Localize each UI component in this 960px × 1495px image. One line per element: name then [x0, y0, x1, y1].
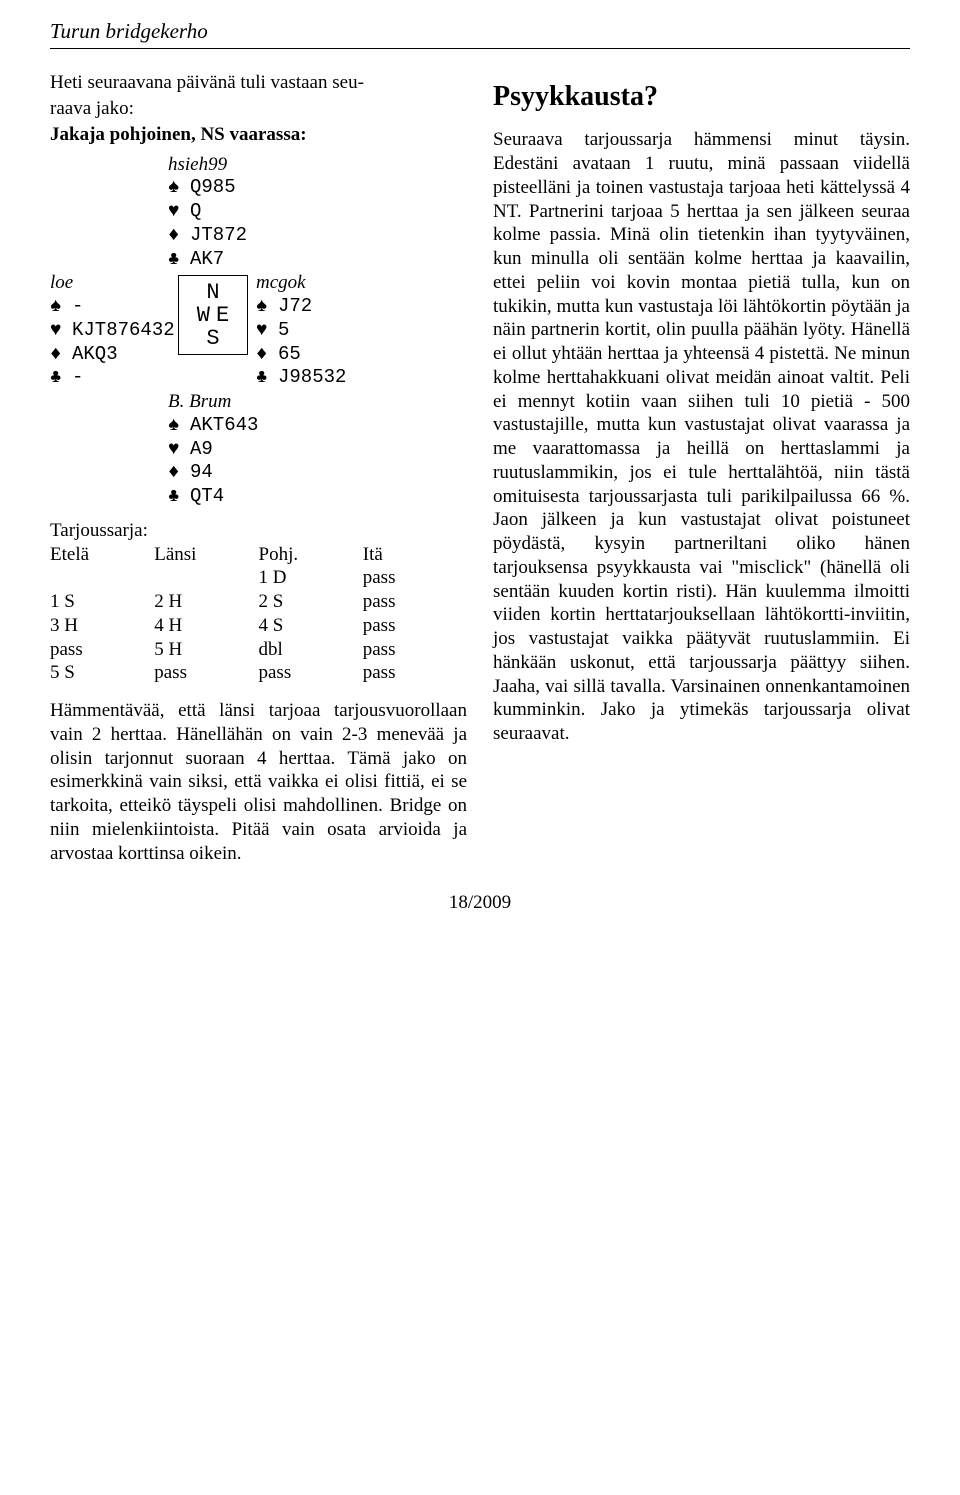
bidding-cell: [50, 566, 154, 590]
spade-icon: ♠: [168, 176, 190, 200]
bidding-cell: pass: [363, 614, 467, 638]
north-diamonds: JT872: [190, 224, 247, 248]
content-columns: Heti seuraavana päivänä tuli vastaan seu…: [50, 71, 910, 865]
east-clubs: J98532: [278, 366, 346, 390]
bidding-cell: pass: [363, 661, 467, 685]
club-icon: ♣: [256, 366, 278, 390]
bidding-cell: 4 H: [154, 614, 258, 638]
compass-w: W: [197, 304, 210, 327]
south-diamonds: 94: [190, 461, 213, 485]
club-icon: ♣: [50, 366, 72, 390]
bidding-header: Länsi: [154, 543, 258, 567]
spade-icon: ♠: [168, 414, 190, 438]
spade-icon: ♠: [50, 295, 72, 319]
bidding-cell: 2 H: [154, 590, 258, 614]
north-hearts: Q: [190, 200, 201, 224]
compass-s: S: [206, 327, 219, 350]
bidding-cell: 1 S: [50, 590, 154, 614]
section-heading: Psyykkausta?: [493, 79, 910, 114]
heart-icon: ♥: [256, 319, 278, 343]
bidding-header: Itä: [363, 543, 467, 567]
east-hearts: 5: [278, 319, 289, 343]
right-paragraph: Seuraava tarjoussarja hämmensi minut täy…: [493, 128, 910, 746]
bidding-title: Tarjoussarja:: [50, 519, 467, 543]
club-icon: ♣: [168, 248, 190, 272]
heart-icon: ♥: [168, 438, 190, 462]
heart-icon: ♥: [168, 200, 190, 224]
bidding-cell: pass: [363, 590, 467, 614]
left-paragraph: Hämmentävää, että länsi tarjoaa tarjous­…: [50, 699, 467, 865]
north-clubs: AK7: [190, 248, 224, 272]
bidding-cell: 5 S: [50, 661, 154, 685]
bidding-header: Etelä: [50, 543, 154, 567]
south-spades: AKT643: [190, 414, 258, 438]
west-name: loe: [50, 271, 178, 295]
bidding-header: Pohj.: [259, 543, 363, 567]
east-hand: mcgok ♠J72 ♥5 ♦65 ♣J98532: [256, 271, 346, 390]
bidding-cell: pass: [50, 638, 154, 662]
bidding-cell: dbl: [259, 638, 363, 662]
spade-icon: ♠: [256, 295, 278, 319]
deal-info: Jakaja pohjoinen, NS vaarassa:: [50, 123, 467, 147]
south-hearts: A9: [190, 438, 213, 462]
bidding-cell: pass: [363, 638, 467, 662]
intro-text: Heti seuraavana päivänä tuli vastaan seu…: [50, 71, 467, 121]
west-spades: -: [72, 295, 83, 319]
diamond-icon: ♦: [256, 343, 278, 367]
bidding-cell: 1 D: [259, 566, 363, 590]
page-footer: 18/2009: [50, 891, 910, 915]
right-column: Psyykkausta? Seuraava tarjoussarja hämme…: [493, 71, 910, 865]
east-name: mcgok: [256, 271, 346, 295]
bidding-cell: pass: [363, 566, 467, 590]
left-column: Heti seuraavana päivänä tuli vastaan seu…: [50, 71, 467, 865]
bidding-cell: [154, 566, 258, 590]
east-spades: J72: [278, 295, 312, 319]
south-hand: B. Brum ♠AKT643 ♥A9 ♦94 ♣QT4: [168, 390, 467, 509]
hand-diagram: hsieh99 ♠Q985 ♥Q ♦JT872 ♣AK7 loe ♠- ♥KJT…: [50, 153, 467, 509]
north-name: hsieh99: [168, 153, 467, 177]
west-diamonds: AKQ3: [72, 343, 118, 367]
bidding-table: Etelä Länsi Pohj. Itä 1 D pass 1 S 2 H 2…: [50, 543, 467, 686]
page-header: Turun bridgekerho: [50, 18, 910, 49]
intro-line: Heti seuraavana päivänä tuli vastaan seu…: [50, 71, 467, 95]
bidding-cell: pass: [154, 661, 258, 685]
compass-box: N W E S: [178, 275, 248, 355]
heart-icon: ♥: [50, 319, 72, 343]
west-hearts: KJT876432: [72, 319, 175, 343]
compass-e: E: [216, 304, 229, 327]
bidding-cell: 5 H: [154, 638, 258, 662]
north-hand: hsieh99 ♠Q985 ♥Q ♦JT872 ♣AK7: [168, 153, 467, 272]
compass-n: N: [206, 281, 219, 304]
diamond-icon: ♦: [168, 461, 190, 485]
diamond-icon: ♦: [50, 343, 72, 367]
south-name: B. Brum: [168, 390, 467, 414]
intro-line: raava jako:: [50, 97, 467, 121]
west-clubs: -: [72, 366, 83, 390]
club-icon: ♣: [168, 485, 190, 509]
east-diamonds: 65: [278, 343, 301, 367]
diamond-icon: ♦: [168, 224, 190, 248]
bidding-cell: 2 S: [259, 590, 363, 614]
north-spades: Q985: [190, 176, 236, 200]
bidding-cell: 3 H: [50, 614, 154, 638]
west-hand: loe ♠- ♥KJT876432 ♦AKQ3 ♣-: [50, 271, 178, 390]
bidding-cell: pass: [259, 661, 363, 685]
bidding-cell: 4 S: [259, 614, 363, 638]
bidding-section: Tarjoussarja: Etelä Länsi Pohj. Itä 1 D …: [50, 519, 467, 685]
south-clubs: QT4: [190, 485, 224, 509]
